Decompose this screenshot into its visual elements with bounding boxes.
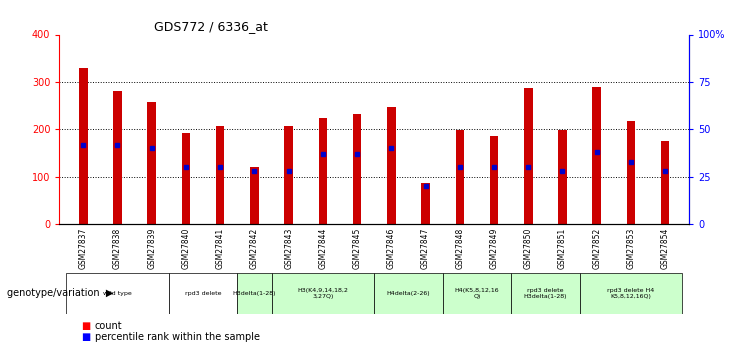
Text: H3delta(1-28): H3delta(1-28) [233,291,276,296]
Bar [113,91,122,224]
Text: H4delta(2-26): H4delta(2-26) [387,291,431,296]
Text: GSM27844: GSM27844 [319,228,328,269]
Text: GSM27840: GSM27840 [182,228,190,269]
Bar [250,167,259,224]
Bar [422,184,430,224]
Text: GSM27847: GSM27847 [421,228,430,269]
Text: H4(K5,8,12,16
Q): H4(K5,8,12,16 Q) [454,288,499,299]
Bar [147,102,156,224]
Bar [558,130,567,224]
Bar [456,130,464,224]
Bar [579,273,682,314]
Text: H3(K4,9,14,18,2
3,27Q): H3(K4,9,14,18,2 3,27Q) [297,288,348,299]
Text: GSM27853: GSM27853 [626,228,636,269]
Bar [490,137,498,224]
Text: GSM27838: GSM27838 [113,228,122,269]
Bar [524,88,533,224]
Text: GSM27852: GSM27852 [592,228,601,269]
Text: GSM27841: GSM27841 [216,228,225,269]
Bar [182,133,190,224]
Bar [511,273,579,314]
Text: GDS772 / 6336_at: GDS772 / 6336_at [154,20,268,33]
Text: GSM27842: GSM27842 [250,228,259,269]
Text: rpd3 delete: rpd3 delete [185,291,222,296]
Bar [661,141,669,224]
Bar [353,114,362,224]
Bar [319,118,327,224]
Text: GSM27846: GSM27846 [387,228,396,269]
Text: GSM27845: GSM27845 [353,228,362,269]
Text: GSM27843: GSM27843 [284,228,293,269]
Text: GSM27854: GSM27854 [661,228,670,269]
Bar [271,273,374,314]
Text: GSM27839: GSM27839 [147,228,156,269]
Text: GSM27850: GSM27850 [524,228,533,269]
Bar [442,273,511,314]
Bar [79,68,87,224]
Text: wild type: wild type [103,291,132,296]
Text: count: count [95,321,122,331]
Text: percentile rank within the sample: percentile rank within the sample [95,333,260,342]
Text: genotype/variation  ▶: genotype/variation ▶ [7,288,114,298]
Bar [66,273,169,314]
Text: GSM27849: GSM27849 [490,228,499,269]
Text: GSM27851: GSM27851 [558,228,567,269]
Bar [285,126,293,224]
Bar [169,273,237,314]
Bar [237,273,271,314]
Text: ■: ■ [82,333,90,342]
Text: rpd3 delete
H3delta(1-28): rpd3 delete H3delta(1-28) [524,288,567,299]
Bar [387,107,396,224]
Bar [216,126,225,224]
Bar [592,87,601,224]
Text: rpd3 delete H4
K5,8,12,16Q): rpd3 delete H4 K5,8,12,16Q) [608,288,654,299]
Text: GSM27837: GSM27837 [79,228,87,269]
Bar [374,273,442,314]
Text: ■: ■ [82,321,90,331]
Text: GSM27848: GSM27848 [455,228,465,269]
Bar [627,121,635,224]
